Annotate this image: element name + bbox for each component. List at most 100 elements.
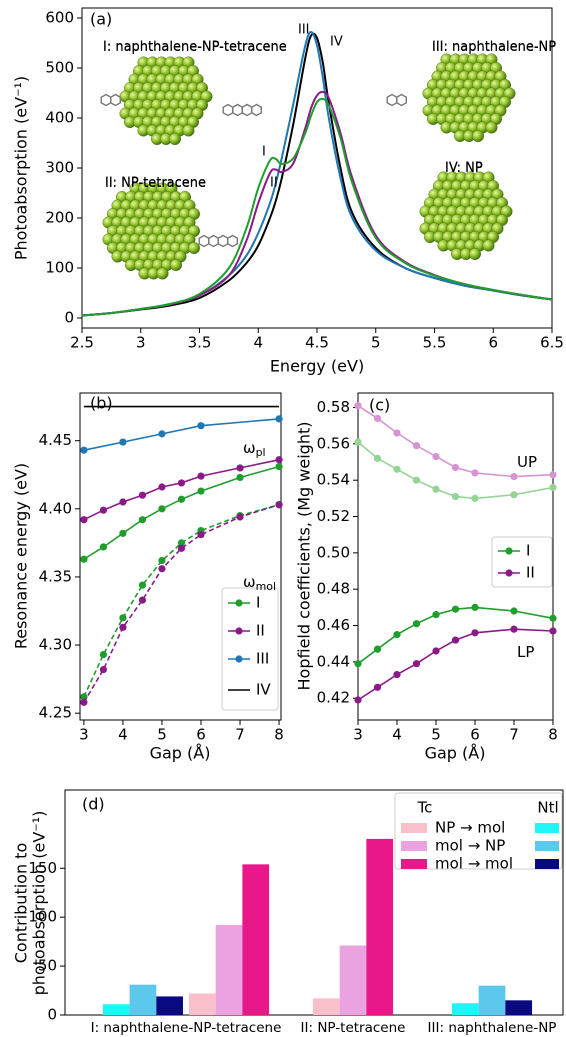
y-axis-label: Contribution to <box>12 843 31 964</box>
ring <box>387 95 397 106</box>
point <box>158 557 165 564</box>
point <box>197 488 204 495</box>
y-tick-label: 500 <box>45 59 74 77</box>
structure-label: I: naphthalene-NP-tetracene <box>103 40 287 55</box>
x-tick-label: 2.5 <box>70 334 94 352</box>
y-tick-label: 0.54 <box>317 471 350 489</box>
point <box>393 429 400 436</box>
legend-label: I <box>526 542 530 560</box>
annotation-text: UP <box>517 453 537 471</box>
annotation-subscript: mol <box>256 580 277 593</box>
y-tick-label: 0.56 <box>317 434 350 452</box>
x-axis-label: Gap (Å) <box>425 744 486 763</box>
y-tick-label: 600 <box>45 9 74 27</box>
x-axis-label: Energy (eV) <box>270 357 364 376</box>
y-tick-label: 4.35 <box>39 567 72 585</box>
y-tick-label: 300 <box>45 159 74 177</box>
y-tick-label: 4.25 <box>39 704 72 722</box>
bar <box>103 1004 130 1015</box>
point <box>197 531 204 538</box>
series-label: I <box>262 145 266 160</box>
point <box>374 415 381 422</box>
y-tick-label: 0.50 <box>317 543 350 561</box>
x-tick-label: 4 <box>253 334 263 352</box>
nanoparticle <box>103 183 200 280</box>
point <box>471 469 478 476</box>
legend-label: IV <box>256 681 271 699</box>
point <box>100 666 107 673</box>
legend-swatch <box>401 859 427 869</box>
point <box>236 513 243 520</box>
y-tick-label: 0.48 <box>317 580 350 598</box>
ring <box>199 236 209 247</box>
point <box>354 402 361 409</box>
x-tick-label: 4 <box>392 726 402 744</box>
x-tick-label: 8 <box>274 726 284 744</box>
point <box>100 651 107 658</box>
annotation: ωmol <box>243 573 276 594</box>
bar <box>156 996 183 1015</box>
point <box>139 516 146 523</box>
molecule <box>387 95 406 106</box>
point <box>452 464 459 471</box>
point <box>158 483 165 490</box>
y-tick-label: 100 <box>45 259 74 277</box>
annotation-text: ω <box>243 573 256 591</box>
panel-label: (d) <box>82 795 105 814</box>
legend-swatch <box>401 841 427 851</box>
point <box>100 507 107 514</box>
ring <box>223 105 233 116</box>
point <box>432 453 439 460</box>
point <box>158 430 165 437</box>
x-tick-label: 7 <box>235 726 245 744</box>
atom <box>483 240 495 252</box>
molecule <box>199 236 237 247</box>
point <box>80 699 87 706</box>
bar <box>340 946 367 1015</box>
point <box>80 516 87 523</box>
legend-marker <box>505 547 512 554</box>
bar <box>130 985 157 1015</box>
point <box>275 463 282 470</box>
x-tick-label: 8 <box>548 726 558 744</box>
legend-group-title: Tc <box>417 799 433 817</box>
x-tick-label: 3.5 <box>188 334 212 352</box>
y-tick-label: 0.46 <box>317 616 350 634</box>
point <box>119 438 126 445</box>
point <box>80 447 87 454</box>
point <box>452 493 459 500</box>
y-axis-label: Resonance energy (eV) <box>12 463 31 649</box>
ring <box>242 105 252 116</box>
point <box>374 646 381 653</box>
point <box>510 626 517 633</box>
point <box>158 565 165 572</box>
nanoparticle <box>420 172 513 260</box>
point <box>139 582 146 589</box>
point <box>100 543 107 550</box>
ring <box>233 105 243 116</box>
structure-label: III: naphthalene-NP <box>432 40 556 55</box>
point <box>413 660 420 667</box>
bar <box>216 925 243 1015</box>
point <box>354 660 361 667</box>
y-tick-label: 400 <box>45 109 74 127</box>
series-label: IV <box>330 35 343 50</box>
x-tick-label: 6.5 <box>540 334 564 352</box>
nanoparticle <box>423 54 516 142</box>
x-tick-label: 4.5 <box>305 334 329 352</box>
x-tick-label: 6 <box>196 726 206 744</box>
point <box>374 455 381 462</box>
x-tick-label: II: NP-tetracene <box>301 1020 406 1036</box>
molecule <box>223 105 261 116</box>
point <box>510 473 517 480</box>
point <box>432 611 439 618</box>
ring <box>252 105 261 116</box>
legend-box <box>492 537 552 587</box>
y-tick-label: 0.42 <box>317 689 350 707</box>
ring <box>218 236 228 247</box>
y-tick-label: 0 <box>47 1006 57 1024</box>
figure: 01002003004005006002.533.544.555.566.5(a… <box>0 0 566 1037</box>
